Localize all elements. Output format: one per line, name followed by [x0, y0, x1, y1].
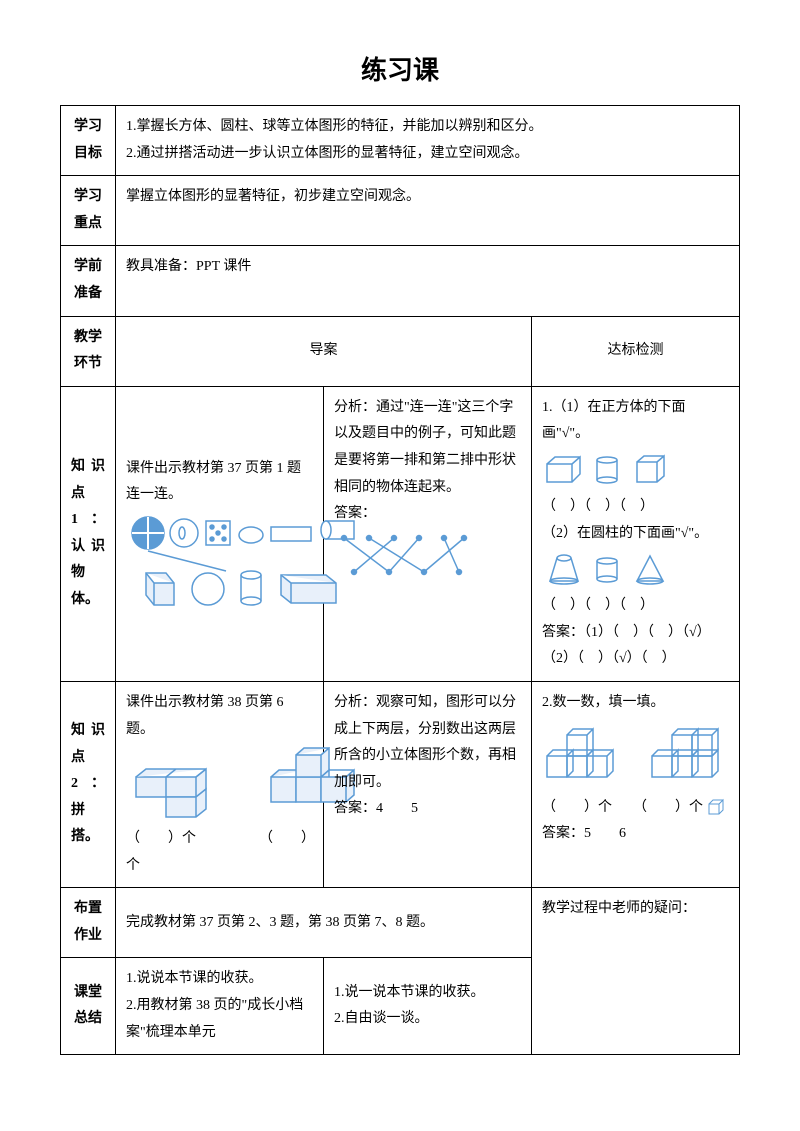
kp1-analysis-ans: 答案： [334, 501, 521, 528]
kp1-guide-text: 课件出示教材第 37 页第 1 题连一连。 [126, 456, 313, 509]
label-kp1: 知识点 1：认识物体。 [61, 386, 116, 681]
kp1-guide: 课件出示教材第 37 页第 1 题连一连。 [116, 386, 324, 681]
row-link: 教学环节 导案 达标检测 [61, 316, 740, 386]
kp1-test-shapes2-icon [542, 551, 692, 589]
kp2-analysis: 分析：观察可知，图形可以分成上下两层，分别数出这两层所含的小立体图形个数，再相加… [324, 681, 532, 887]
kp2-guide-text: 课件出示教材第 38 页第 6 题。 [126, 690, 313, 743]
kp2-guide: 课件出示教材第 38 页第 6 题。 （ ）个 （ ）个 [116, 681, 324, 887]
row-homework: 布置作业 完成教材第 37 页第 2、3 题，第 38 页第 7、8 题。 教学… [61, 888, 740, 958]
row-prep: 学前准备 教具准备：PPT 课件 [61, 246, 740, 316]
label-goal: 学习目标 [61, 106, 116, 176]
kp1-analysis-text: 分析：通过"连一连"这三个字以及题目中的例子，可知此题是要将第一排和第二排中形状… [334, 395, 521, 501]
summary-left1: 1.说说本节课的收获。 [126, 966, 313, 993]
goal-line1: 1.掌握长方体、圆柱、球等立体图形的特征，并能加以辨别和区分。 [126, 114, 729, 141]
content-prep: 教具准备：PPT 课件 [116, 246, 740, 316]
content-teacher-question: 教学过程中老师的疑问： [532, 888, 740, 1055]
kp2-test-text: 2.数一数，填一填。 [542, 690, 729, 717]
page-title: 练习课 [60, 50, 740, 87]
label-focus: 学习重点 [61, 176, 116, 246]
kp2-analysis-text: 分析：观察可知，图形可以分成上下两层，分别数出这两层所含的小立体图形个数，再相加… [334, 690, 521, 796]
kp2-test-paren: （ ）个 （ ）个 [542, 795, 729, 822]
row-kp1: 知识点 1：认识物体。 课件出示教材第 37 页第 1 题连一连。 [61, 386, 740, 681]
summary-mid2: 2.自由谈一谈。 [334, 1006, 521, 1033]
kp1-test: 1.（1）在正方体的下面画"√"。 （ ）（ ）（ ） （2）在圆柱的下面画"√… [532, 386, 740, 681]
row-kp2: 知识点 2：拼搭。 课件出示教材第 38 页第 6 题。 （ ）个 （ ）个 分… [61, 681, 740, 887]
kp1-answer-lines-icon [334, 532, 474, 577]
kp2-test-ans: 答案：5 6 [542, 821, 729, 848]
content-homework: 完成教材第 37 页第 2、3 题，第 38 页第 7、8 题。 [116, 888, 532, 958]
goal-line2: 2.通过拼搭活动进一步认识立体图形的显著特征，建立空间观念。 [126, 141, 729, 168]
row-focus: 学习重点 掌握立体图形的显著特征，初步建立空间观念。 [61, 176, 740, 246]
summary-left2: 2.用教材第 38 页的"成长小档案"梳理本单元 [126, 993, 313, 1046]
kp1-test-q2: （2）在圆柱的下面画"√"。 [542, 521, 729, 548]
label-homework: 布置作业 [61, 888, 116, 958]
kp1-test-paren1: （ ）（ ）（ ） [542, 494, 729, 521]
kp1-test-ans2: （2）（ ）（√）（ ） [542, 646, 729, 673]
content-goal: 1.掌握长方体、圆柱、球等立体图形的特征，并能加以辨别和区分。 2.通过拼搭活动… [116, 106, 740, 176]
kp1-test-paren2: （ ）（ ）（ ） [542, 593, 729, 620]
kp1-test-shapes1-icon [542, 452, 692, 490]
kp2-test: 2.数一数，填一填。 （ ）个 （ ）个 [532, 681, 740, 887]
kp1-test-q1: 1.（1）在正方体的下面画"√"。 [542, 395, 729, 448]
content-test-header: 达标检测 [532, 316, 740, 386]
label-link: 教学环节 [61, 316, 116, 386]
kp2-guide-paren: （ ）个 （ ）个 [126, 826, 313, 879]
cube-small-icon [707, 798, 725, 816]
kp1-test-ans1: 答案：（1）（ ）（ ）（√） [542, 620, 729, 647]
summary-mid: 1.说一说本节课的收获。 2.自由谈一谈。 [324, 958, 532, 1055]
lesson-table: 学习目标 1.掌握长方体、圆柱、球等立体图形的特征，并能加以辨别和区分。 2.通… [60, 105, 740, 1055]
label-prep: 学前准备 [61, 246, 116, 316]
content-guide-header: 导案 [116, 316, 532, 386]
label-summary: 课堂总结 [61, 958, 116, 1055]
summary-left: 1.说说本节课的收获。 2.用教材第 38 页的"成长小档案"梳理本单元 [116, 958, 324, 1055]
kp2-test-blocks-icon [542, 721, 732, 791]
summary-mid1: 1.说一说本节课的收获。 [334, 980, 521, 1007]
kp2-analysis-ans: 答案：4 5 [334, 796, 521, 823]
row-goal: 学习目标 1.掌握长方体、圆柱、球等立体图形的特征，并能加以辨别和区分。 2.通… [61, 106, 740, 176]
content-focus: 掌握立体图形的显著特征，初步建立空间观念。 [116, 176, 740, 246]
label-kp2: 知识点 2：拼搭。 [61, 681, 116, 887]
